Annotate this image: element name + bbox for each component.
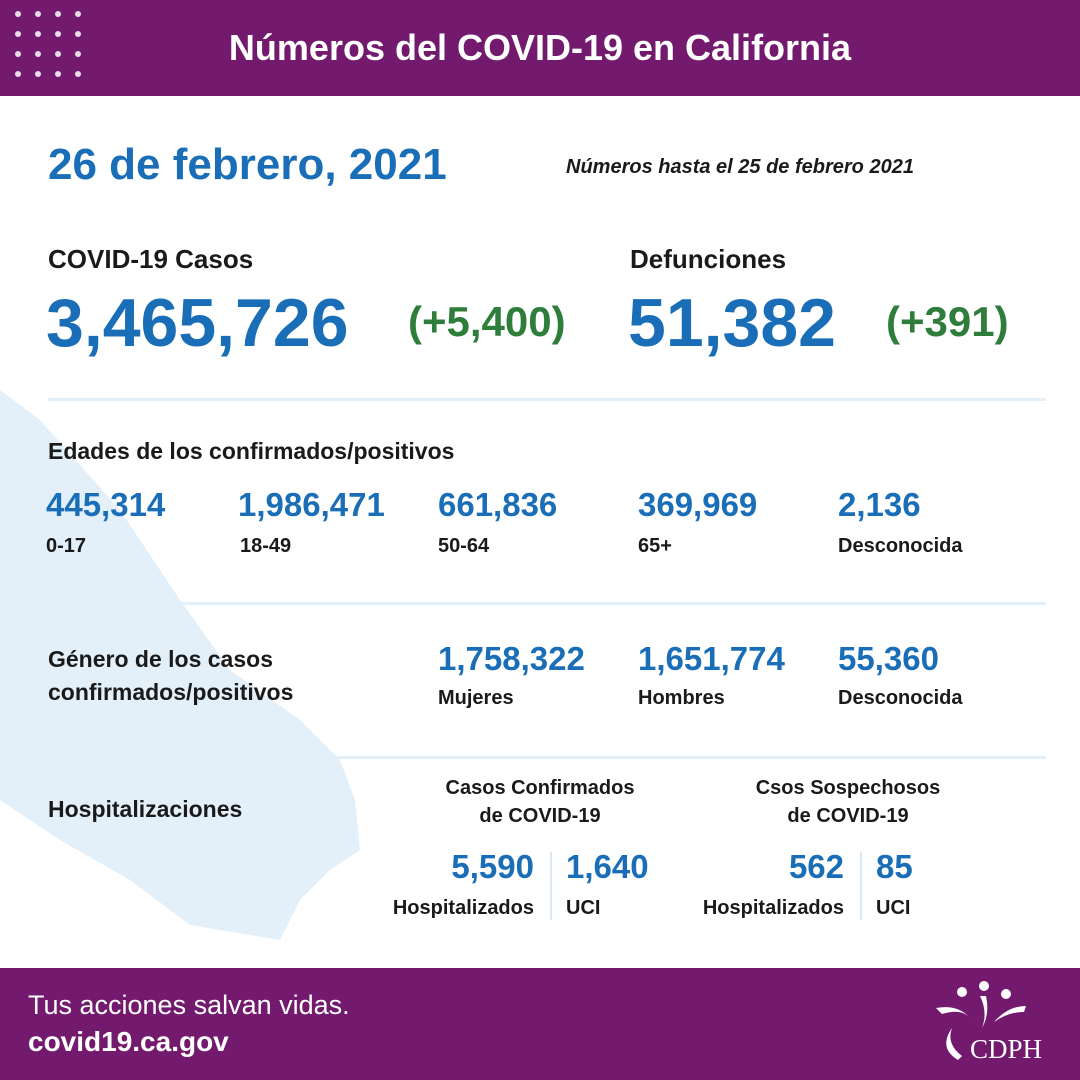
cases-delta: (+5,400) [408,298,566,345]
deaths-total: 51,382 [628,285,836,361]
gender-label: Mujeres [438,687,514,709]
hospitalizations-title: Hospitalizaciones [48,796,243,822]
header-bar: Números del COVID-19 en California [0,0,1080,96]
gender-value: 55,360 [838,640,939,677]
report-date: 26 de febrero, 2021 [48,140,447,189]
age-label: Desconocida [838,535,963,557]
divider [48,602,1046,605]
age-label: 50-64 [438,535,490,557]
gender-value: 1,651,774 [638,640,785,677]
california-map-icon [0,390,360,940]
suspected-hospitalized-label: Hospitalizados [702,897,844,919]
suspected-hospitalized-value: 562 [788,848,844,885]
page-title: Números del COVID-19 en California [228,27,852,68]
cdph-logo-icon: CDPH [936,981,1042,1064]
slogan: Tus acciones salvan vidas. [28,990,350,1020]
divider [48,398,1046,401]
deaths-delta: (+391) [886,298,1009,345]
svg-text:CDPH: CDPH [970,1034,1042,1064]
confirmed-hospitalized-label: Hospitalizados [392,897,534,919]
deaths-label: Defunciones [630,244,787,274]
gender-title-line1: Género de los casos [48,646,273,672]
age-value: 2,136 [838,486,921,523]
cases-total: 3,465,726 [46,285,349,361]
cases-label: COVID-19 Casos [48,244,254,274]
ages-title: Edades de los confirmados/positivos [48,438,455,464]
footer-bar [0,968,1080,1080]
confirmed-icu-label: UCI [566,897,601,919]
suspected-icu-value: 85 [876,848,913,885]
age-value: 369,969 [638,486,758,523]
confirmed-hospitalized-value: 5,590 [451,848,534,885]
age-label: 0-17 [46,535,87,557]
age-value: 445,314 [46,486,166,523]
confirmed-title-line2: de COVID-19 [479,805,601,827]
data-as-of-note: Números hasta el 25 de febrero 2021 [566,156,914,178]
confirmed-icu-value: 1,640 [566,848,649,885]
gender-label: Desconocida [838,687,963,709]
column-divider [550,852,552,920]
suspected-icu-label: UCI [876,897,911,919]
suspected-title-line2: de COVID-19 [787,805,909,827]
age-label: 18-49 [240,535,292,557]
divider [48,756,1046,759]
column-divider [860,852,862,920]
suspected-title-line1: Csos Sospechosos [755,777,941,799]
age-value: 1,986,471 [238,486,385,523]
age-value: 661,836 [438,486,558,523]
age-label: 65+ [638,535,672,557]
confirmed-title-line1: Casos Confirmados [445,777,635,799]
website-link[interactable]: covid19.ca.gov [28,1026,229,1057]
gender-label: Hombres [638,687,725,709]
gender-value: 1,758,322 [438,640,585,677]
dots-decoration-icon [15,11,81,77]
gender-title-line2: confirmados/positivos [48,679,294,705]
